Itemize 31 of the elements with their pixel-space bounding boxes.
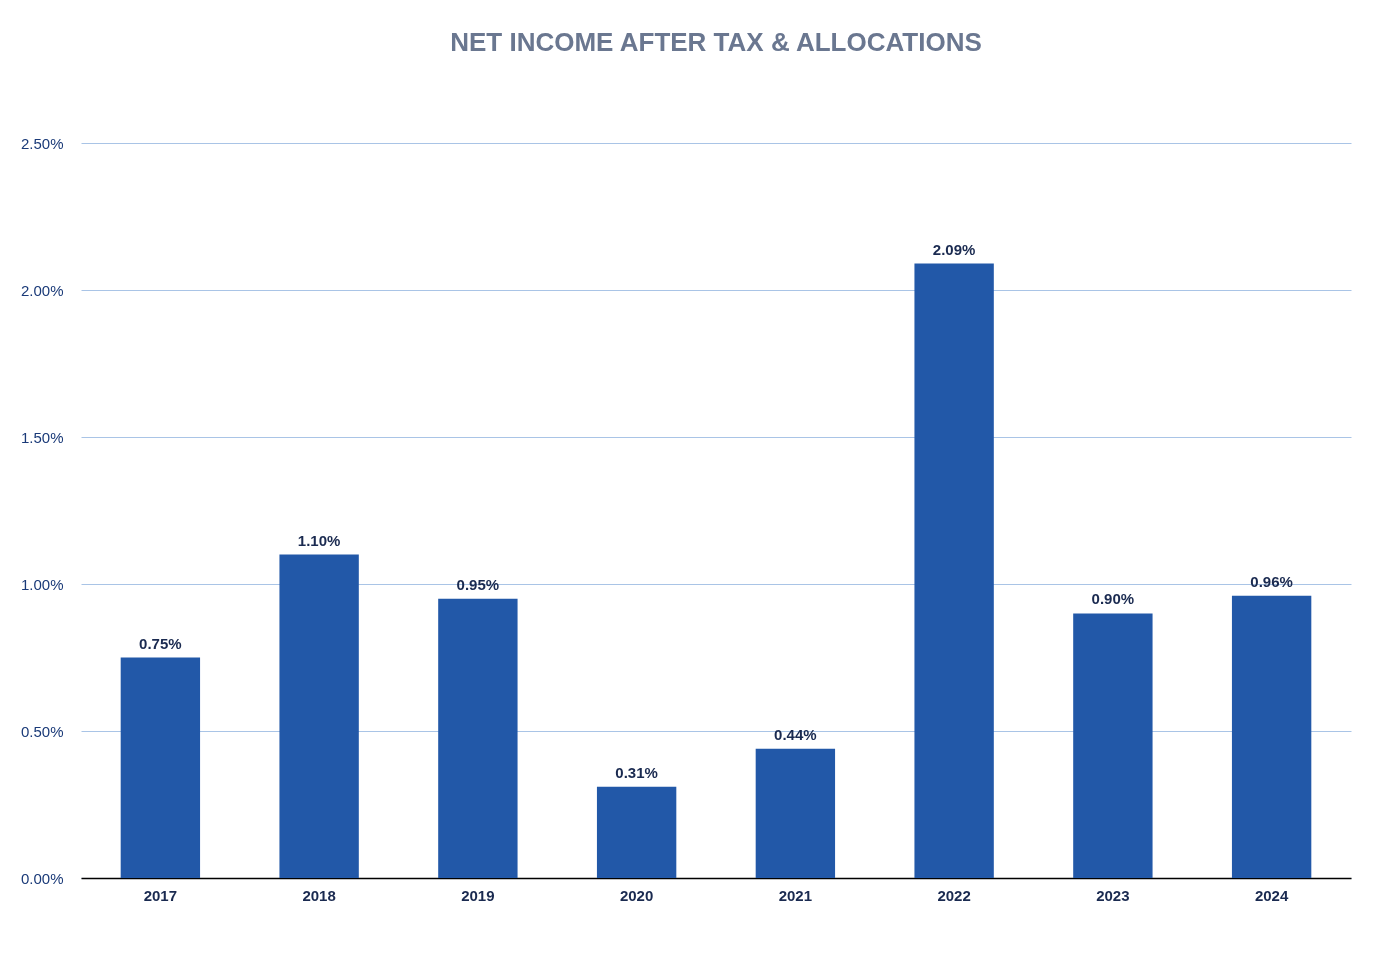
x-tick-label: 2019 bbox=[461, 886, 495, 904]
bar bbox=[120, 657, 201, 878]
data-label: 0.95% bbox=[456, 575, 500, 593]
y-tick-label: 0.50% bbox=[20, 722, 64, 740]
bar bbox=[914, 263, 994, 878]
y-tick-label: 1.50% bbox=[20, 428, 64, 446]
data-label: 0.31% bbox=[615, 763, 658, 781]
y-tick-label: 2.00% bbox=[20, 281, 64, 299]
bar bbox=[1073, 613, 1153, 878]
bar bbox=[438, 598, 518, 878]
data-label: 1.10% bbox=[297, 531, 341, 549]
data-label: 0.75% bbox=[139, 634, 182, 652]
x-tick-label: 2022 bbox=[937, 886, 971, 904]
bar bbox=[279, 554, 359, 878]
data-label: 2.09% bbox=[932, 240, 976, 258]
x-tick-label: 2020 bbox=[619, 886, 654, 904]
x-tick-label: 2017 bbox=[143, 886, 178, 904]
bar bbox=[1231, 595, 1312, 878]
data-label: 0.44% bbox=[774, 725, 817, 743]
x-tick-label: 2023 bbox=[1096, 886, 1130, 904]
data-label: 0.90% bbox=[1091, 590, 1135, 608]
bar bbox=[596, 786, 677, 878]
y-tick-label: 1.00% bbox=[20, 575, 64, 593]
y-tick-label: 0.00% bbox=[20, 869, 64, 887]
x-tick-label: 2021 bbox=[778, 886, 813, 904]
data-label: 0.96% bbox=[1250, 572, 1293, 590]
bar bbox=[755, 748, 836, 878]
x-tick-label: 2024 bbox=[1254, 886, 1289, 904]
x-tick-label: 2018 bbox=[302, 886, 336, 904]
y-tick-label: 2.50% bbox=[20, 134, 64, 152]
chart-title: NET INCOME AFTER TAX & ALLOCATIONS bbox=[450, 27, 982, 57]
